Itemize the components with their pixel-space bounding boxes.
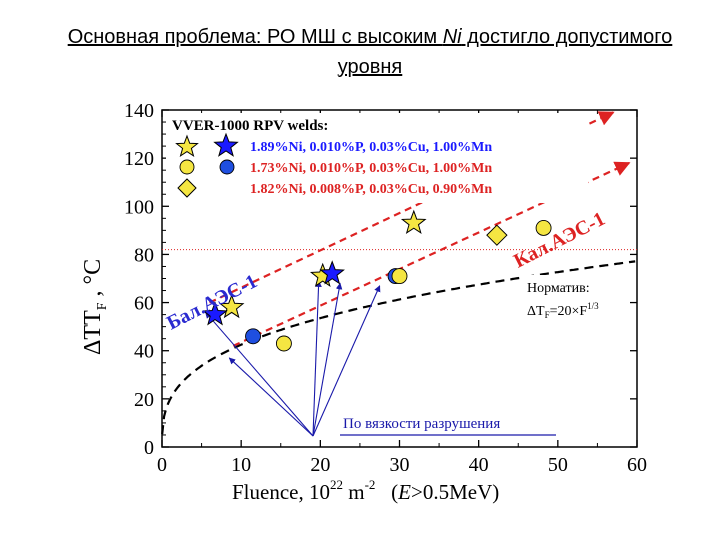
- slide-title: Основная проблема: РО МШ с высоким Ni до…: [40, 22, 700, 82]
- fracture-arrow: [312, 285, 381, 437]
- x-tick-label: 20: [310, 454, 330, 476]
- legend-title: VVER-1000 RPV welds:: [172, 118, 328, 134]
- x-tick-label: 0: [157, 454, 167, 476]
- star-blue-marker: [202, 301, 228, 326]
- circle-yellow-marker: [535, 219, 552, 236]
- norm-t: T: [536, 304, 545, 319]
- xlabel-cond-rest: >0.5MeV): [411, 480, 499, 504]
- y-tick-label: 140: [124, 100, 154, 122]
- y-tick-label: 20: [134, 389, 154, 411]
- legend-series-2: 1.73%Ni, 0.010%P, 0.03%Cu, 1.00%Mn: [250, 161, 492, 176]
- title-text-1: Основная проблема: РО МШ с высоким: [67, 26, 443, 48]
- fracture-arrow: [228, 357, 314, 437]
- star-yellow-marker: [400, 209, 427, 234]
- legend-star-blue-icon: [213, 132, 239, 157]
- ylabel-sub: F: [95, 302, 110, 310]
- y-tick-label: 40: [134, 341, 154, 363]
- y-tick-label: 80: [134, 244, 154, 266]
- bal-label: Бал.АЭС-1: [163, 270, 261, 334]
- legend-series-3: 1.82%Ni, 0.008%P, 0.03%Cu, 0.90%Mn: [250, 182, 492, 197]
- norm-title: Норматив:: [527, 281, 590, 296]
- norm-sub: F: [545, 310, 550, 320]
- ylabel-delta: Δ: [80, 340, 106, 355]
- diamond-yellow-marker: [486, 224, 508, 246]
- x-tick-label: 50: [548, 454, 568, 476]
- fracture-arrow: [312, 282, 343, 437]
- legend-box: [166, 113, 588, 203]
- legend-circle-blue: [219, 159, 235, 175]
- norm-curve: [161, 260, 636, 435]
- trend-upper: [209, 111, 615, 304]
- legend-circle-yellow-icon: [179, 159, 195, 175]
- circle-blue-marker: [245, 328, 261, 345]
- xlabel-unit-exp: -2: [365, 477, 376, 492]
- fracture-annotation: По вязкости разрушения: [340, 413, 556, 436]
- data-markers: [202, 209, 552, 352]
- circle-yellow-marker: [391, 268, 408, 285]
- norm-exp: 1/3: [587, 301, 599, 311]
- legend: VVER-1000 RPV welds: 1.89%Ni, 0.010%P, 0…: [166, 113, 588, 203]
- legend-diamond-yellow-icon: [177, 178, 197, 198]
- x-tick-label: 60: [627, 454, 647, 476]
- legend-diamond-yellow: [177, 178, 197, 198]
- y-tick-label: 100: [124, 196, 154, 218]
- xlabel-exp: 22: [330, 477, 343, 492]
- title-text-2: достигло допустимого уровня: [337, 26, 673, 78]
- legend-star-yellow-icon: [175, 134, 199, 158]
- legend-circle-yellow: [179, 159, 195, 175]
- star-yellow-marker: [218, 293, 245, 319]
- star-blue-marker: [319, 260, 345, 285]
- norm-annotation: Норматив: ΔTF=20×F1/3: [522, 275, 626, 323]
- fracture-arrow: [205, 311, 314, 437]
- legend-star-yellow: [175, 134, 199, 158]
- fracture-label: По вязкости разрушения: [343, 416, 500, 432]
- xlabel-unit: m: [343, 480, 365, 504]
- y-axis-label: ΔTTF , °C: [80, 259, 110, 355]
- xlabel-cond-open: (: [375, 480, 398, 504]
- x-tick-label: 30: [390, 454, 410, 476]
- norm-eq: =20×F: [550, 304, 588, 319]
- legend-circle-blue-icon: [219, 159, 235, 175]
- x-tick-label: 40: [469, 454, 489, 476]
- norm-box: [522, 275, 626, 323]
- ylabel-unit: , °C: [80, 259, 106, 303]
- ylabel-main: TT: [80, 310, 106, 340]
- xlabel-main: Fluence, 10: [232, 480, 330, 504]
- axis-ticks: 0 10 20 30 40 50 60 0 20 40 60 80 100 120 140: [124, 100, 647, 476]
- y-tick-label: 0: [144, 437, 154, 459]
- y-tick-label: 120: [124, 148, 154, 170]
- xlabel-cond-var: E: [397, 480, 411, 504]
- legend-series-1: 1.89%Ni, 0.010%P, 0.03%Cu, 1.00%Mn: [250, 140, 492, 155]
- y-tick-label: 60: [134, 293, 154, 315]
- x-axis-label: Fluence, 1022 m-2 (E>0.5MeV): [232, 477, 499, 504]
- norm-delta: Δ: [527, 304, 536, 319]
- kal-label: Кал.АЭС-1: [510, 208, 608, 273]
- norm-formula: ΔTF=20×F1/3: [527, 301, 599, 320]
- legend-star-blue: [213, 132, 239, 157]
- title-ni: Ni: [442, 26, 462, 48]
- fracture-arrows: [205, 280, 381, 437]
- fracture-box: [340, 413, 556, 433]
- x-tick-label: 10: [231, 454, 251, 476]
- circle-yellow-marker: [275, 335, 292, 352]
- fracture-arrow: [312, 280, 322, 437]
